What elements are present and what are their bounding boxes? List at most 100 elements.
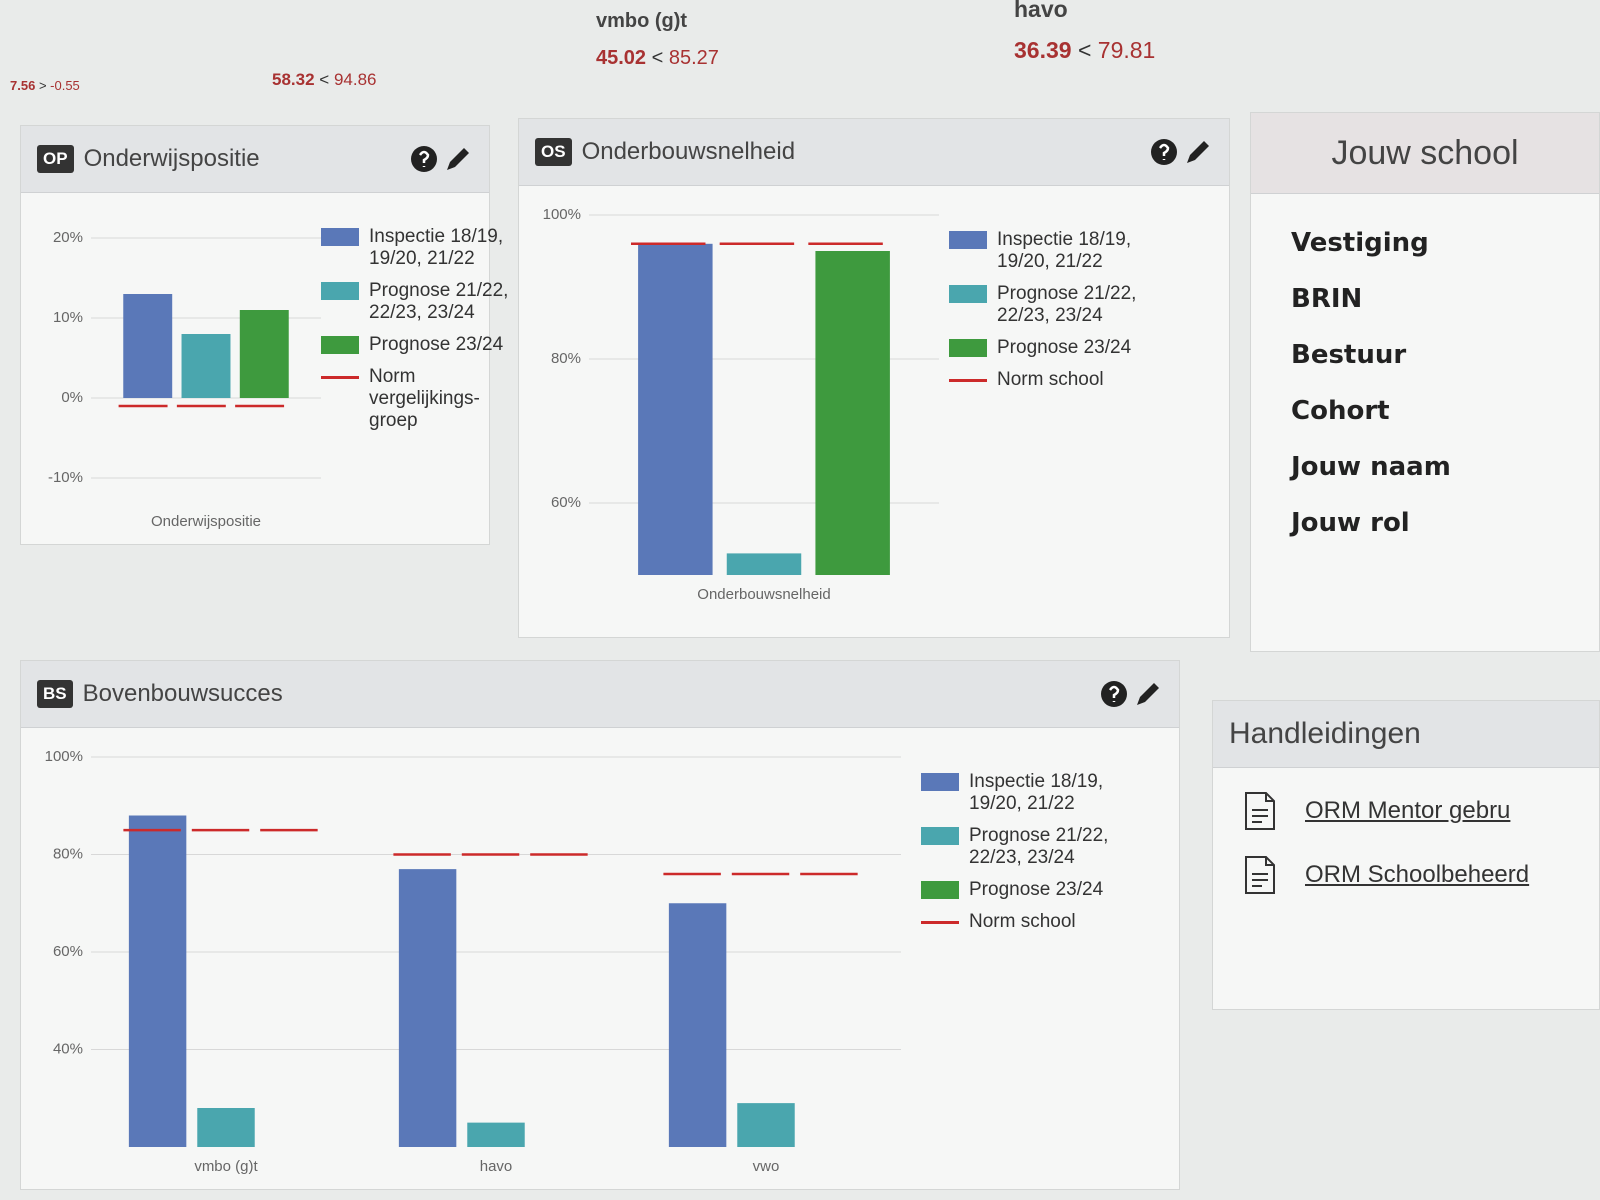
legend-item: Prognose 23/24 (949, 337, 1149, 359)
legend-swatch (949, 285, 987, 303)
stat-label: havo (1014, 0, 1068, 22)
legend-label: Prognose 23/24 (997, 337, 1132, 358)
legend-item: Inspectie 18/19, 19/20, 21/22 (921, 771, 1121, 815)
legend: Inspectie 18/19, 19/20, 21/22 Prognose 21… (921, 771, 1121, 933)
help-glyph (1158, 143, 1170, 160)
manual-link[interactable]: ORM Mentor gebru (1243, 790, 1599, 832)
stat-ref: 79.81 (1097, 37, 1156, 63)
bar (123, 294, 173, 398)
school-panel: Jouw school Vestiging BRIN Bestuur Cohort Jo… (1250, 112, 1600, 652)
y-tick-label: 0% (61, 389, 83, 406)
icons (409, 144, 473, 174)
legend-label: Prognose 21/22, 22/23, 23/24 (997, 283, 1137, 326)
y-tick-label: 100% (543, 206, 581, 223)
doc-outline (1245, 792, 1275, 830)
panel-title: Bovenbouwsucces (82, 680, 283, 707)
badge: OS (535, 138, 572, 166)
panel-title: Onderbouwsnelheid (581, 138, 796, 165)
legend-item: Prognose 23/24 (321, 334, 521, 356)
link-label: ORM Mentor gebru (1305, 797, 1511, 824)
stat-value: 36.39 (1014, 37, 1072, 63)
bar (181, 334, 231, 398)
doc-icon (1245, 792, 1275, 830)
legend-label: Prognose 23/24 (969, 879, 1104, 900)
stat-label: vmbo (g)t (596, 10, 688, 32)
help-glyph (418, 150, 430, 167)
legend-swatch (921, 921, 959, 924)
legend-item: Prognose 21/22, 22/23, 23/24 (921, 825, 1121, 869)
x-tick-label: Onderwijspositie (151, 513, 261, 530)
y-tick-label: 40% (53, 1040, 83, 1057)
field-label: Jouw rol (1291, 508, 1410, 538)
panel-title: Jouw school (1251, 113, 1599, 194)
stat: havo 36.39 < 79.81 (1014, 0, 1155, 64)
stat-op: < (651, 47, 664, 69)
legend-swatch (321, 282, 359, 300)
field-label: Vestiging (1291, 228, 1429, 258)
legend-label: Prognose 21/22, 22/23, 23/24 (969, 825, 1109, 868)
panel-title: Handleidingen (1213, 701, 1599, 768)
bar (638, 243, 713, 576)
chart: -10% 0% 10% 20% Onderwijspositie (48, 229, 321, 530)
stat-value: 58.32 (272, 70, 315, 89)
stat-ref: 85.27 (668, 47, 719, 69)
help-glyph (1108, 685, 1120, 702)
stat: 58.32 < 94.86 (272, 70, 377, 90)
x-tick-label: vmbo (g)t (194, 1158, 258, 1175)
x-tick-label: havo (480, 1158, 513, 1175)
legend-item: Prognose 21/22, 22/23, 23/24 (321, 280, 521, 324)
legend-swatch (949, 339, 987, 357)
legend-swatch (921, 827, 959, 845)
legend-swatch (921, 881, 959, 899)
bar (128, 815, 187, 1147)
icons (1149, 137, 1213, 167)
legend-item: Inspectie 18/19, 19/20, 21/22 (321, 226, 521, 270)
stat-ref: -0.55 (50, 78, 80, 93)
edit-icon (1137, 683, 1159, 705)
bar (398, 869, 457, 1147)
panel-icons (1151, 139, 1209, 165)
bar (815, 251, 890, 575)
stat-value: 45.02 (596, 47, 647, 69)
legend-swatch (921, 773, 959, 791)
stat-value: 7.56 (10, 78, 36, 93)
legend-swatch (321, 336, 359, 354)
legend-item: Norm school (921, 911, 1121, 933)
field-label: Cohort (1291, 396, 1390, 426)
panel-icons (411, 146, 469, 172)
bar (197, 1108, 255, 1147)
bar (726, 553, 802, 575)
edit-icon (447, 148, 469, 170)
legend-label: Inspectie 18/19, 19/20, 21/22 (969, 771, 1104, 814)
y-tick-label: -10% (48, 469, 83, 486)
x-tick-label: vwo (753, 1158, 780, 1175)
legend-label: Norm vergelijkings- groep (369, 366, 480, 431)
panel-header: OS Onderbouwsnelheid (519, 119, 1229, 186)
bar (467, 1122, 525, 1147)
stat: 7.56 > -0.55 (10, 78, 80, 93)
legend-swatch (949, 379, 987, 382)
panel-header: OP Onderwijspositie (21, 126, 489, 193)
chart: 40% 60% 80% 100% vmbo (g)t havo vwo (45, 748, 901, 1175)
stat: vmbo (g)t 45.02 < 85.27 (596, 10, 719, 70)
legend-item: Norm school (949, 369, 1149, 391)
legend-item: Inspectie 18/19, 19/20, 21/22 (949, 229, 1149, 273)
legend-label: Inspectie 18/19, 19/20, 21/22 (369, 226, 504, 269)
manual-link[interactable]: ORM Schoolbeheerd (1243, 854, 1599, 896)
panel-title: Onderwijspositie (83, 145, 260, 172)
legend-swatch (321, 228, 359, 246)
panel-icons (1101, 681, 1159, 707)
x-tick-label: Onderbouwsnelheid (697, 586, 830, 603)
edit-icon (1187, 141, 1209, 163)
legend-label: Prognose 21/22, 22/23, 23/24 (369, 280, 509, 323)
legend-label: Inspectie 18/19, 19/20, 21/22 (997, 229, 1132, 272)
legend: Inspectie 18/19, 19/20, 21/22 Prognose 21… (949, 229, 1149, 391)
legend-swatch (321, 376, 359, 379)
legend-label: Prognose 23/24 (369, 334, 504, 355)
field-list: Vestiging BRIN Bestuur Cohort Jouw naam Jouw … (1251, 194, 1599, 538)
legend-label: Norm school (969, 911, 1076, 932)
y-tick-label: 80% (53, 845, 83, 862)
legend-label: Norm school (997, 369, 1104, 390)
legend-swatch (949, 231, 987, 249)
legend-item: Norm vergelijkings- groep (321, 366, 521, 432)
